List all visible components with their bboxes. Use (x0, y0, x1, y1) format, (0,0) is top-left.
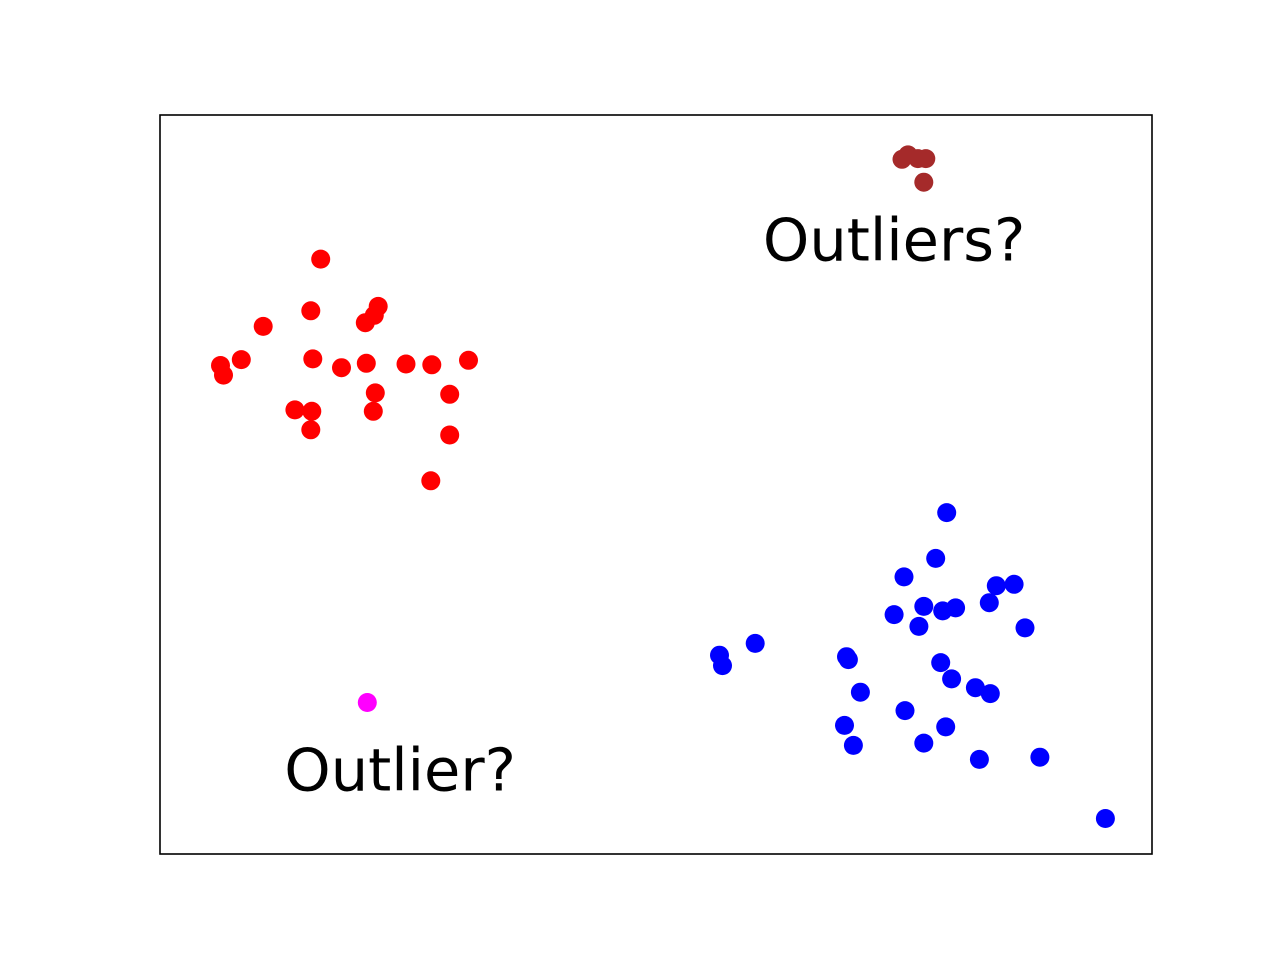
scatter-point-series-1-10 (909, 616, 929, 636)
scatter-point-series-0-7 (303, 349, 323, 369)
scatter-point-series-1-4 (1004, 574, 1024, 594)
scatter-point-series-1-21 (850, 682, 870, 702)
scatter-point-series-0-21 (440, 425, 460, 445)
scatter-point-series-1-7 (946, 598, 966, 618)
scatter-point-series-1-2 (894, 567, 914, 587)
scatter-point-series-0-19 (363, 401, 383, 421)
scatter-point-series-1-23 (835, 715, 854, 735)
scatter-point-series-0-8 (459, 350, 478, 370)
scatter-point-series-1-0 (937, 503, 957, 523)
scatter-point-series-1-18 (942, 669, 962, 689)
scatter-point-series-0-0 (311, 249, 331, 269)
scatter-point-series-0-1 (301, 301, 321, 321)
scatter-point-series-1-24 (936, 717, 956, 737)
scatter-point-series-1-15 (838, 650, 858, 670)
scatter-point-series-1-17 (1015, 618, 1035, 638)
scatter-point-series-1-16 (931, 653, 951, 673)
annotation-label-1: Outlier? (284, 735, 516, 804)
scatter-point-series-1-13 (713, 656, 732, 676)
scatter-point-series-1-22 (895, 701, 915, 721)
scatter-point-series-0-11 (396, 354, 416, 374)
annotation-label-0: Outliers? (763, 205, 1025, 274)
scatter-point-series-0-10 (332, 358, 351, 378)
scatter-point-series-0-2 (253, 316, 273, 336)
scatter-point-series-2-3 (916, 149, 936, 169)
scatter-point-series-1-20 (980, 684, 1000, 704)
scatter-point-series-0-13 (214, 365, 233, 385)
scatter-point-series-3-0 (357, 693, 377, 712)
scatter-point-series-0-14 (356, 353, 376, 373)
scatter-point-series-1-26 (914, 733, 934, 753)
scatter-point-series-1-8 (979, 593, 999, 613)
scatter-point-series-1-9 (884, 605, 904, 625)
scatter-point-series-0-16 (365, 383, 385, 403)
points-layer (211, 145, 1115, 828)
scatter-point-series-1-27 (969, 749, 989, 769)
scatter-point-series-0-22 (421, 471, 441, 491)
scatter-point-series-0-17 (285, 400, 305, 420)
scatter-point-series-0-15 (440, 384, 460, 404)
scatter-point-series-1-1 (926, 548, 946, 568)
scatter-point-series-2-4 (914, 172, 934, 192)
scatter-point-series-0-20 (301, 420, 321, 440)
scatter-point-series-0-18 (302, 401, 322, 421)
scatter-point-series-1-29 (1095, 809, 1115, 828)
scatter-point-series-1-19 (965, 678, 985, 698)
scatter-point-series-1-11 (745, 633, 765, 653)
scatter-point-series-0-12 (422, 355, 442, 375)
annotations-layer: Outliers? Outlier? (284, 205, 1025, 804)
plot-frame (159, 114, 1153, 855)
scatter-point-series-1-25 (843, 735, 863, 755)
scatter-point-series-1-5 (914, 596, 934, 616)
scatter-point-series-1-3 (986, 576, 1006, 596)
scatter-point-series-0-5 (364, 305, 384, 325)
scatter-point-series-0-9 (231, 350, 251, 370)
scatter-point-series-1-28 (1030, 747, 1050, 767)
